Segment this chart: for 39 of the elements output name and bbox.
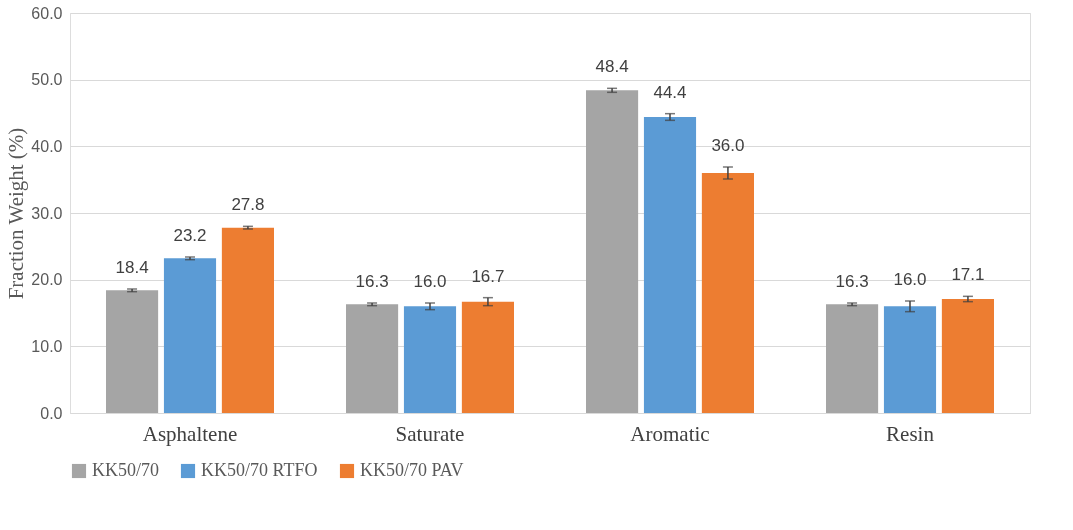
- bar: [586, 90, 639, 413]
- legend-label: KK50/70 PAV: [360, 460, 464, 480]
- bar: [826, 304, 879, 413]
- y-tick-label: 60.0: [31, 4, 63, 22]
- data-label: 16.3: [355, 272, 389, 291]
- data-label: 18.4: [115, 258, 149, 277]
- data-label: 16.0: [893, 270, 927, 289]
- bar: [461, 301, 514, 413]
- data-label: 16.7: [471, 266, 505, 286]
- y-axis-title: Fraction Weight (%): [4, 127, 29, 300]
- x-tick-label: Aromatic: [630, 421, 710, 446]
- legend-label: KK50/70 RTFO: [201, 460, 318, 480]
- y-tick-label: 10.0: [31, 337, 63, 355]
- data-label: 44.4: [653, 82, 687, 102]
- x-tick-label: Resin: [886, 421, 935, 446]
- data-label: 36.0: [711, 136, 745, 155]
- y-tick-label: 20.0: [31, 271, 63, 289]
- data-label: 48.4: [595, 57, 629, 77]
- data-label: 23.2: [173, 226, 207, 245]
- bar: [346, 304, 399, 413]
- bar: [883, 306, 937, 413]
- bar: [221, 227, 274, 413]
- data-label: 16.3: [835, 272, 869, 291]
- y-tick-label: 50.0: [31, 71, 63, 89]
- y-tick-label: 40.0: [31, 137, 63, 155]
- x-tick-label: Saturate: [395, 421, 465, 446]
- data-label: 27.8: [231, 195, 265, 215]
- bar: [163, 258, 217, 413]
- y-tick-label: 0.0: [40, 404, 63, 422]
- data-label: 17.1: [951, 265, 985, 285]
- bar: [941, 299, 994, 413]
- y-tick-label: 30.0: [31, 204, 63, 222]
- bar: [643, 117, 697, 413]
- x-tick-label: Asphaltene: [142, 421, 238, 446]
- bar: [106, 290, 159, 413]
- bar: [403, 306, 457, 413]
- data-label: 16.0: [413, 272, 447, 291]
- legend-label: KK50/70: [92, 460, 159, 480]
- bar: [701, 173, 754, 413]
